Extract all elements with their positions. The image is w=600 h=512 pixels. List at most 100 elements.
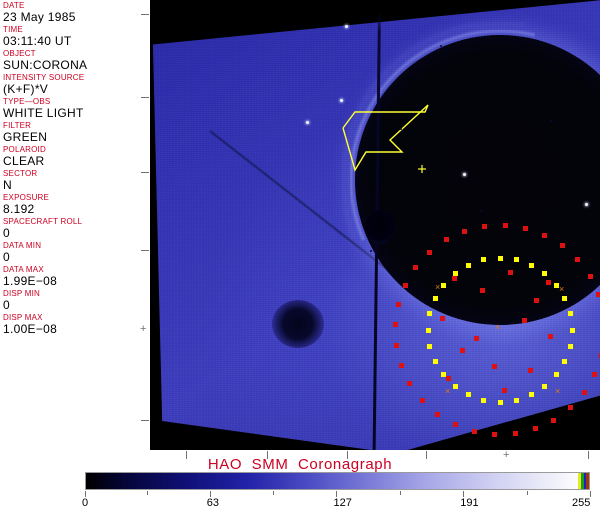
metadata-label-filter: FILTER — [3, 121, 32, 130]
metadata-value-intensity-source: (K+F)*V — [3, 82, 49, 96]
inner-ring-dot — [427, 311, 433, 317]
metadata-row-time: TIME 03:11:40 UT — [3, 25, 150, 48]
metadata-value-time: 03:11:40 UT — [3, 34, 72, 48]
metadata-value-filter: GREEN — [3, 130, 48, 144]
colorbar-end-stripe-2 — [583, 473, 587, 489]
inner-ring-dot — [513, 397, 519, 403]
inner-ring-dot — [452, 271, 458, 277]
x-marker-icon: × — [445, 386, 451, 396]
dark-speck — [550, 120, 552, 122]
metadata-label-sector: SECTOR — [3, 169, 38, 178]
star-point — [585, 203, 588, 206]
star-point — [306, 121, 309, 124]
axis-tick-left — [141, 250, 149, 251]
metadata-value-data-max: 1.99E−08 — [3, 274, 58, 288]
axis-plus-marker-left: + — [140, 323, 147, 335]
pylon-occulter-blob — [365, 210, 395, 244]
axis-tick-left — [141, 14, 149, 15]
inner-ring-dot — [497, 399, 503, 405]
metadata-value-disp-max: 1.00E−08 — [3, 322, 58, 336]
inner-scatter-dot — [473, 335, 479, 341]
colorbar-tick — [590, 491, 591, 497]
metadata-value-object: SUN:CORONA — [3, 58, 88, 72]
metadata-label-exposure: EXPOSURE — [3, 193, 50, 202]
metadata-value-sector: N — [3, 178, 12, 192]
axis-tick-left — [141, 172, 149, 173]
inner-scatter-dot — [533, 297, 539, 303]
colorbar[interactable] — [85, 472, 590, 490]
metadata-label-polaroid: POLAROID — [3, 145, 46, 154]
x-marker-icon: × — [435, 282, 441, 292]
metadata-sidebar: DATE 23 May 1985 TIME 03:11:40 UT OBJECT… — [0, 0, 150, 447]
outer-ring-dot — [502, 222, 508, 228]
outer-ring-dot — [482, 223, 488, 229]
inner-ring-dot — [497, 255, 503, 261]
outer-ring-dot — [434, 411, 440, 417]
metadata-row-sector: SECTOR N — [3, 169, 150, 192]
x-marker-icon: × — [559, 284, 565, 294]
outer-ring-dot — [402, 282, 408, 288]
coronagraph-image[interactable]: × × × × × — [150, 0, 600, 450]
outer-ring-dot — [395, 301, 401, 307]
inner-ring-dot — [542, 383, 548, 389]
outer-ring-dot — [532, 426, 538, 432]
metadata-value-date: 23 May 1985 — [3, 10, 76, 24]
inner-scatter-dot — [479, 287, 485, 293]
inner-ring-dot — [562, 358, 568, 364]
inner-ring-dot — [481, 257, 487, 263]
inner-scatter-dot — [527, 367, 533, 373]
inner-ring-dot — [553, 372, 559, 378]
colorbar-tick-label: 0 — [82, 497, 89, 509]
inner-scatter-dot — [445, 375, 451, 381]
metadata-row-intensity-source: INTENSITY SOURCE (K+F)*V — [3, 73, 150, 96]
inner-ring-dot — [432, 358, 438, 364]
colorbar-tick-label: 255 — [572, 497, 591, 509]
metadata-row-data-min: DATA MIN 0 — [3, 241, 150, 264]
inner-scatter-dot — [459, 347, 465, 353]
inner-ring-dot — [466, 262, 472, 268]
page-title: HAO SMM Coronagraph — [207, 456, 393, 473]
outer-ring-dot — [471, 429, 477, 435]
inner-scatter-dot — [545, 279, 551, 285]
metadata-label-data-min: DATA MIN — [3, 241, 42, 250]
colorbar-labels: 0 63 127 191 255 — [0, 497, 600, 511]
inner-ring-dot — [441, 282, 447, 288]
metadata-row-type-obs: TYPE—OBS WHITE LIGHT — [3, 97, 150, 120]
colorbar-minor-tick — [526, 491, 528, 495]
inner-ring-dot — [441, 372, 447, 378]
inner-ring-dot — [528, 262, 534, 268]
axis-tick-bottom — [588, 451, 589, 459]
axis-tick-left — [141, 97, 149, 98]
metadata-row-disp-min: DISP MIN 0 — [3, 289, 150, 312]
outer-ring-dot — [512, 431, 518, 437]
star-point — [340, 99, 343, 102]
axis-plus-marker-bottom: + — [503, 449, 510, 461]
metadata-value-data-min: 0 — [3, 250, 10, 264]
metadata-row-object: OBJECT SUN:CORONA — [3, 49, 150, 72]
outer-ring-dot — [427, 249, 433, 255]
outer-ring-dot — [392, 322, 398, 328]
outer-ring-dot — [462, 228, 468, 234]
metadata-row-date: DATE 23 May 1985 — [3, 1, 150, 24]
colorbar-tick — [463, 491, 465, 497]
soft-dark-blob — [272, 300, 324, 348]
outer-ring-dot — [551, 417, 557, 423]
dark-speck — [440, 45, 442, 47]
inner-scatter-dot — [501, 387, 507, 393]
colorbar-minor-tick — [399, 491, 401, 495]
x-marker-icon: × — [555, 386, 561, 396]
metadata-value-exposure: 8.192 — [3, 202, 35, 216]
metadata-label-time: TIME — [3, 25, 23, 34]
dark-speck — [480, 210, 482, 212]
inner-ring-dot — [567, 343, 573, 349]
metadata-label-disp-max: DISP MAX — [3, 313, 43, 322]
metadata-value-disp-min: 0 — [3, 298, 10, 312]
inner-ring-dot — [432, 296, 438, 302]
outer-ring-dot — [587, 273, 593, 279]
colorbar-tick — [85, 491, 86, 497]
metadata-value-spacecraft-roll: 0 — [3, 226, 10, 240]
colorbar-tick — [336, 491, 338, 497]
star-point — [463, 173, 466, 176]
metadata-row-exposure: EXPOSURE 8.192 — [3, 193, 150, 216]
